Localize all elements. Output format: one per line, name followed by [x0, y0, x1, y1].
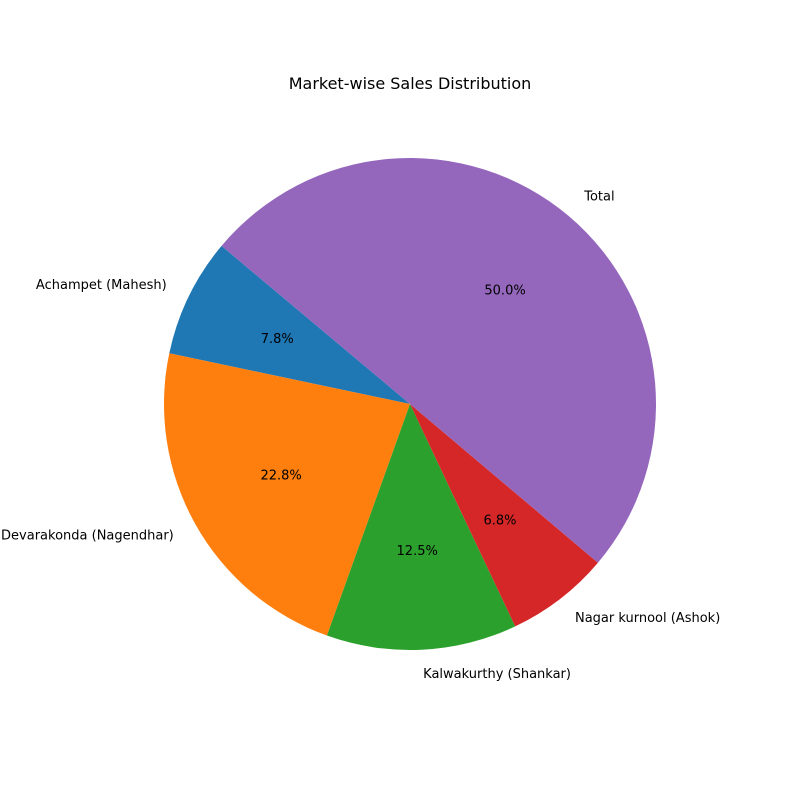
pie-slice — [221, 157, 657, 563]
slice-category-label: Devarakonda (Nagendhar) — [1, 528, 174, 543]
slice-percent-label: 22.8% — [260, 468, 301, 483]
slice-category-label: Kalwakurthy (Shankar) — [423, 667, 571, 682]
pie-slices — [163, 157, 657, 650]
slice-category-label: Achampet (Mahesh) — [36, 278, 167, 293]
slice-category-label: Nagar kurnool (Ashok) — [575, 611, 720, 626]
pie-slice — [169, 245, 410, 404]
slice-percent-label: 6.8% — [483, 513, 516, 528]
pie-slice — [163, 353, 410, 636]
pie-slice — [326, 404, 516, 650]
slice-labels: 7.8% Achampet (Mahesh) 22.8% Devarakonda (N… — [1, 189, 720, 681]
chart-title: Market-wise Sales Distribution — [289, 74, 532, 93]
slice-category-label: Total — [583, 189, 614, 204]
pie-slice — [410, 404, 598, 627]
slice-percent-label: 12.5% — [397, 544, 438, 559]
slice-percent-label: 7.8% — [261, 332, 294, 347]
slice-percent-label: 50.0% — [484, 284, 525, 299]
